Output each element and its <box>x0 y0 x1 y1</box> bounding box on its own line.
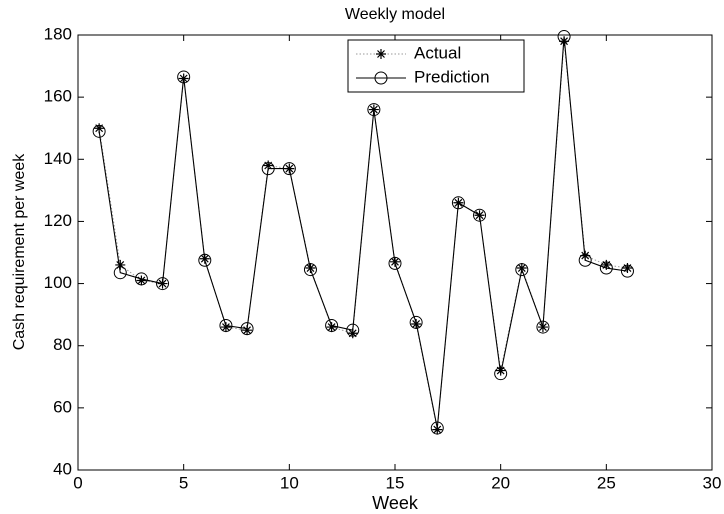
legend-label: Actual <box>414 43 461 62</box>
chart-title: Weekly model <box>345 6 445 23</box>
circle-marker <box>92 124 106 138</box>
asterisk-marker <box>136 275 147 286</box>
asterisk-marker <box>242 325 253 336</box>
x-tick-label: 25 <box>597 473 616 492</box>
circle-marker <box>325 319 339 333</box>
circle-marker <box>409 315 423 329</box>
circle-marker <box>219 319 233 333</box>
circle-marker <box>620 264 634 278</box>
y-tick-label: 180 <box>44 24 72 43</box>
circle-marker <box>388 256 402 270</box>
circle-marker <box>198 253 212 267</box>
x-tick-label: 5 <box>179 473 188 492</box>
circle-marker <box>240 322 254 336</box>
asterisk-marker <box>432 424 443 435</box>
circle-marker <box>536 320 550 334</box>
circle-marker <box>473 208 487 222</box>
asterisk-marker <box>376 49 386 59</box>
circle-marker <box>177 70 191 84</box>
circle-marker <box>346 323 360 337</box>
x-tick-label: 15 <box>386 473 405 492</box>
x-tick-label: 30 <box>703 473 722 492</box>
asterisk-marker <box>115 259 126 270</box>
legend-label: Prediction <box>414 67 490 86</box>
y-tick-label: 40 <box>53 459 72 478</box>
asterisk-marker <box>220 322 231 333</box>
circle-marker <box>451 196 465 210</box>
circle-marker <box>282 162 296 176</box>
y-tick-label: 140 <box>44 149 72 168</box>
circle-marker <box>599 261 613 275</box>
asterisk-marker <box>347 328 358 339</box>
x-tick-label: 10 <box>280 473 299 492</box>
y-tick-label: 100 <box>44 273 72 292</box>
circle-marker <box>261 162 275 176</box>
x-tick-label: 0 <box>73 473 82 492</box>
circle-marker <box>515 263 529 277</box>
series-line <box>98 36 628 429</box>
plot-frame <box>77 34 713 471</box>
circle-marker <box>374 71 388 85</box>
y-tick-label: 160 <box>44 87 72 106</box>
circle-marker <box>494 367 508 381</box>
asterisk-marker <box>94 123 105 134</box>
x-tick-label: 20 <box>491 473 510 492</box>
circle-marker <box>557 30 571 44</box>
y-tick-label: 60 <box>53 397 72 416</box>
series-line <box>98 41 628 430</box>
y-tick-label: 80 <box>53 335 72 354</box>
x-axis-label: Week <box>372 493 419 513</box>
asterisk-marker <box>326 322 337 333</box>
circle-marker <box>156 277 170 291</box>
circle-marker <box>303 263 317 277</box>
circle-marker <box>578 253 592 267</box>
circle-marker <box>367 103 381 117</box>
asterisk-marker <box>263 160 274 171</box>
asterisk-marker <box>622 263 633 274</box>
y-axis-label: Cash requirement per week <box>11 153 28 351</box>
circle-marker <box>134 272 148 286</box>
y-tick-label: 120 <box>44 211 72 230</box>
circle-marker <box>113 266 127 280</box>
circle-marker <box>430 421 444 435</box>
asterisk-marker <box>601 259 612 270</box>
